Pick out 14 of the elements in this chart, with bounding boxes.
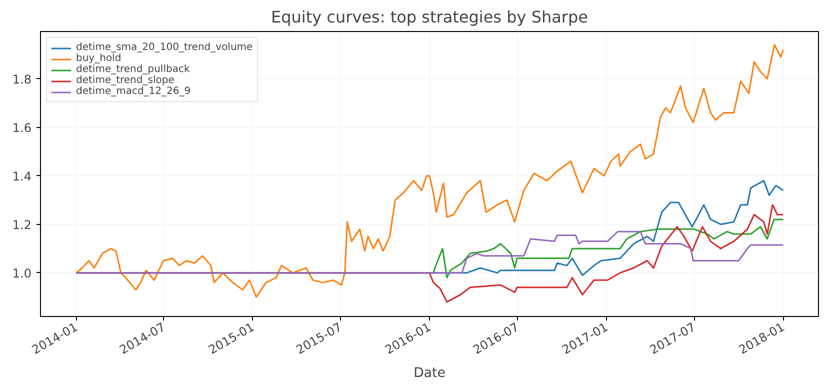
legend-label: buy_hold: [76, 53, 122, 64]
y-tick-label: 1.2: [12, 218, 32, 232]
legend-label: detime_trend_pullback: [76, 64, 190, 75]
y-tick-label: 1.0: [12, 266, 32, 280]
line-series: [76, 44, 784, 298]
y-tick-label: 1.4: [12, 169, 32, 184]
chart-title: Equity curves: top strategies by Sharpe: [271, 8, 588, 26]
x-axis-title: Date: [414, 366, 446, 382]
legend-label: detime_sma_20_100_trend_volume: [76, 42, 253, 53]
y-tick-label: 1.8: [12, 72, 32, 86]
legend-label: detime_trend_slope: [76, 75, 174, 86]
y-tick-label: 1.6: [12, 120, 32, 135]
legend-label: detime_macd_12_26_9: [76, 86, 191, 97]
line-series: [76, 230, 784, 274]
